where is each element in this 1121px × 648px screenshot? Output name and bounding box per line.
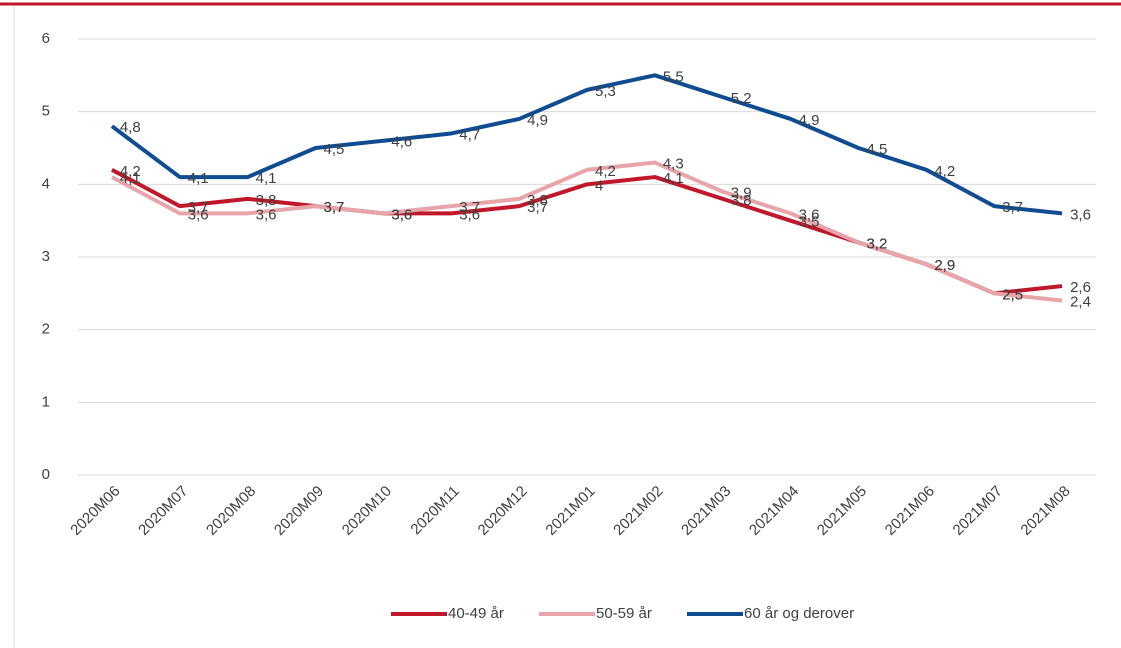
data-label: 4: [595, 177, 603, 194]
y-tick-label: 0: [42, 466, 50, 483]
y-tick-label: 2: [42, 321, 50, 338]
data-label: 3,7: [188, 199, 209, 216]
data-label: 4,3: [663, 156, 684, 173]
data-label: 2,9: [934, 257, 955, 274]
data-label: 3,7: [324, 199, 345, 216]
data-label: 4,2: [595, 163, 616, 180]
data-label: 3,8: [527, 192, 548, 209]
data-label: 4,1: [256, 170, 277, 187]
data-label: 2,5: [1002, 286, 1023, 303]
data-label: 3,8: [256, 192, 277, 209]
data-label: 2,6: [1070, 279, 1091, 296]
x-tick-label: 2020M11: [407, 483, 462, 538]
data-label: 3,6: [459, 206, 480, 223]
data-label: 3,5: [799, 214, 820, 231]
data-label: 3,6: [188, 206, 209, 223]
x-tick-label: 2020M10: [339, 483, 395, 539]
data-label: 4,2: [120, 163, 141, 180]
data-label: 3,6: [799, 206, 820, 223]
y-tick-label: 1: [42, 393, 50, 410]
data-label: 2,5: [1002, 286, 1023, 303]
y-tick-label: 4: [42, 175, 50, 192]
data-label: 2,9: [934, 257, 955, 274]
x-tick-label: 2021M02: [610, 483, 666, 539]
data-label: 2,4: [1070, 294, 1091, 311]
x-tick-label: 2020M08: [203, 483, 259, 539]
data-label: 4,7: [459, 126, 480, 143]
data-label: 4,1: [120, 170, 141, 187]
data-label: 3,9: [731, 185, 752, 202]
data-label: 3,7: [459, 199, 480, 216]
series-line: [110, 73, 1063, 216]
data-label: 4,5: [866, 141, 887, 158]
data-label: 3,7: [527, 199, 548, 216]
data-label: 3,6: [391, 206, 412, 223]
x-tick-label: 2021M04: [746, 483, 802, 539]
data-label: 3,6: [256, 206, 277, 223]
y-tick-label: 6: [42, 30, 50, 47]
data-label: 3,7: [324, 199, 345, 216]
data-label: 4,1: [188, 170, 209, 187]
data-label: 4,2: [934, 163, 955, 180]
x-tick-label: 2020M07: [135, 483, 191, 539]
legend-label: 40-49 år: [448, 605, 504, 622]
legend-label: 50-59 år: [596, 605, 652, 622]
data-label: 3,8: [731, 192, 752, 209]
data-label: 3,2: [866, 235, 887, 252]
data-label: 5,2: [731, 90, 752, 107]
data-label: 4,5: [324, 141, 345, 158]
x-tick-label: 2021M06: [882, 483, 938, 539]
data-label: 4,8: [120, 119, 141, 136]
x-tick-label: 2020M12: [475, 483, 531, 539]
y-tick-label: 3: [42, 248, 50, 265]
data-label: 3,6: [391, 206, 412, 223]
data-label: 4,9: [799, 112, 820, 129]
data-label: 4,6: [391, 134, 412, 151]
x-tick-label: 2021M05: [814, 483, 870, 539]
data-label: 5,3: [595, 83, 616, 100]
x-tick-label: 2021M01: [542, 483, 598, 539]
data-label: 5,5: [663, 68, 684, 85]
y-tick-label: 5: [42, 103, 50, 120]
legend-label: 60 år og derover: [744, 605, 854, 622]
series-line: [110, 168, 1063, 296]
data-label: 4,1: [663, 170, 684, 187]
x-tick-label: 2021M07: [950, 483, 1006, 539]
x-tick-label: 2021M08: [1017, 483, 1073, 539]
x-tick-label: 2020M06: [67, 483, 123, 539]
data-label: 4,9: [527, 112, 548, 129]
data-label: 3,6: [1070, 206, 1091, 223]
x-tick-label: 2021M03: [678, 483, 734, 539]
series-line: [110, 160, 1063, 303]
data-label: 3,2: [866, 235, 887, 252]
data-label: 3,7: [1002, 199, 1023, 216]
x-tick-label: 2020M09: [271, 483, 327, 539]
